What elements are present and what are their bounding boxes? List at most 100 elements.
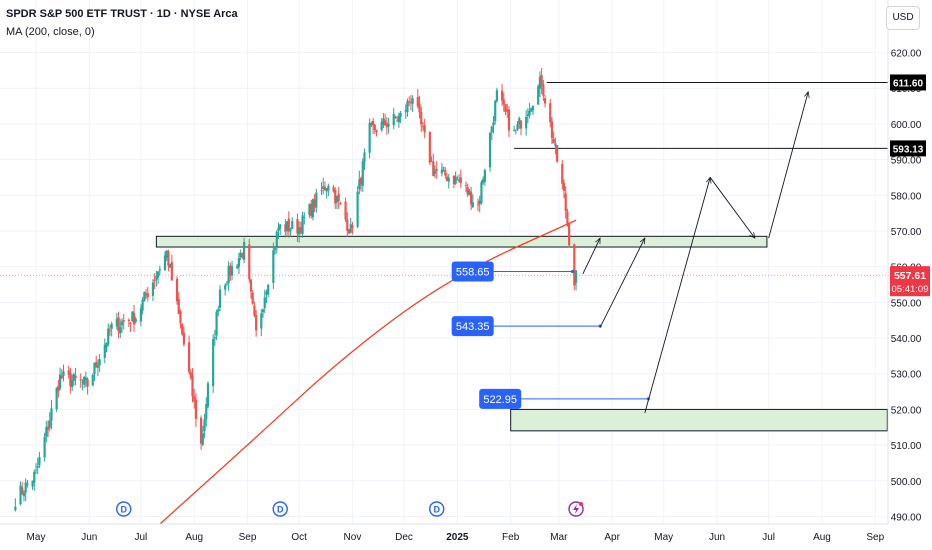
candle-body — [96, 365, 100, 368]
candle — [301, 211, 304, 238]
time-axis[interactable]: May Jun Jul Aug Sep Oct Nov Dec 2025 Feb Mar Apr May… — [0, 523, 888, 550]
candle-body — [404, 110, 407, 112]
candle — [456, 175, 459, 181]
candle-body — [157, 271, 160, 278]
candle — [542, 79, 545, 102]
candle — [568, 223, 571, 248]
candle — [239, 249, 242, 261]
candle — [24, 478, 27, 502]
candle-body — [224, 285, 227, 290]
candle-body — [212, 339, 215, 386]
candle-body — [69, 372, 72, 387]
candle-body — [315, 192, 318, 208]
symbol-title[interactable]: SPDR S&P 500 ETF TRUST · 1D · NYSE Arca — [6, 8, 238, 20]
candle — [272, 242, 275, 289]
candle-body — [506, 109, 509, 112]
candle-body — [122, 320, 125, 322]
currency-button[interactable]: USD — [886, 6, 920, 30]
candle-body — [277, 227, 280, 231]
candle-body — [556, 145, 559, 162]
candle-body — [93, 362, 96, 375]
candle — [337, 186, 340, 210]
candle — [179, 309, 182, 329]
candle-body — [251, 292, 254, 304]
candle — [394, 115, 397, 119]
candle-body — [243, 242, 246, 260]
price-axis[interactable]: 620.00610.00600.00590.00580.00570.00560.… — [887, 0, 932, 550]
candle-body — [200, 417, 203, 444]
candle — [169, 263, 172, 268]
candle-body — [550, 121, 554, 138]
time-tick-label: Aug — [813, 532, 831, 543]
candle — [261, 308, 265, 318]
candle — [86, 377, 89, 395]
candle-body — [248, 244, 251, 280]
candle-body — [170, 262, 173, 281]
candle-body — [110, 323, 113, 329]
candle-body — [480, 182, 483, 204]
candle-body — [335, 195, 339, 203]
candle-body — [84, 377, 87, 380]
candle-body — [382, 118, 385, 125]
candle — [380, 118, 383, 132]
candle — [260, 309, 263, 337]
candle-body — [43, 437, 46, 458]
candle — [21, 482, 24, 496]
candle-body — [406, 100, 409, 113]
candle-body — [568, 224, 571, 246]
candle-body — [494, 101, 497, 122]
candle — [526, 108, 529, 124]
candle — [432, 153, 435, 177]
candle — [459, 169, 462, 188]
candle-body — [408, 101, 411, 103]
candle-body — [194, 399, 198, 419]
dividend-marker — [116, 501, 132, 517]
candle-body — [322, 186, 325, 189]
candle — [433, 165, 437, 179]
candle-body — [14, 506, 17, 511]
candle — [406, 98, 409, 117]
candle — [50, 400, 53, 430]
candle-body — [91, 374, 94, 386]
candle — [33, 469, 36, 491]
candle — [46, 420, 50, 438]
candle — [550, 117, 554, 145]
candle-body — [538, 77, 542, 89]
candle — [201, 425, 204, 447]
candle-body — [60, 375, 63, 379]
candle — [421, 122, 425, 131]
candle — [67, 365, 70, 379]
candle-body — [310, 203, 313, 216]
candle — [538, 71, 542, 97]
price-tick-label: 550.00 — [891, 298, 922, 309]
target-label: 558.65 — [456, 266, 490, 278]
candle-body — [289, 229, 292, 232]
candle-body — [332, 187, 335, 192]
candle — [225, 281, 229, 286]
candle-body — [205, 404, 208, 420]
candle — [428, 131, 431, 166]
candle-body — [530, 107, 533, 112]
indicator-legend[interactable]: MA (200, close, 0) — [6, 26, 95, 38]
candle — [182, 326, 186, 347]
candle — [237, 252, 241, 275]
candle — [416, 88, 419, 109]
target-dot — [570, 269, 575, 274]
candle-body — [153, 279, 156, 281]
candle — [167, 249, 170, 272]
candle — [435, 161, 438, 179]
candle-body — [502, 99, 505, 105]
time-tick-label: Sep — [239, 532, 257, 543]
candle — [163, 251, 167, 272]
candle-body — [38, 456, 41, 466]
target-label: 522.95 — [483, 394, 517, 406]
candle-body — [507, 109, 511, 131]
candle-body — [444, 169, 447, 176]
candle-body — [46, 426, 50, 430]
price-tick-label: 520.00 — [891, 405, 922, 416]
time-tick-label: May — [27, 532, 46, 543]
candle-body — [36, 466, 39, 468]
candle-body — [423, 125, 426, 133]
